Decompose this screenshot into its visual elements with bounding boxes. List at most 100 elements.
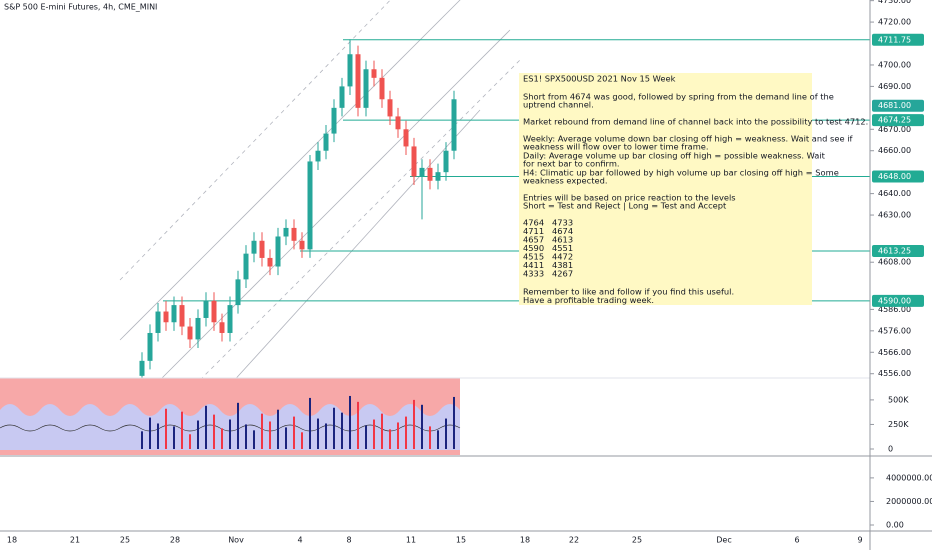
y-tick-label: 4630.00 bbox=[878, 211, 911, 220]
volume-bar bbox=[341, 412, 343, 449]
note-level: 4733 bbox=[552, 218, 573, 228]
x-tick-label: Dec bbox=[716, 536, 731, 545]
candle-body bbox=[171, 305, 177, 323]
note-line: weakness will flow over to lower time fr… bbox=[523, 142, 709, 152]
note-level: 4764 bbox=[523, 218, 544, 228]
candle-body bbox=[379, 77, 385, 100]
candle-body bbox=[187, 326, 193, 340]
volume-bar bbox=[149, 417, 151, 449]
volume-bar bbox=[157, 423, 159, 449]
candle-body bbox=[299, 240, 305, 250]
candle-body bbox=[139, 360, 145, 376]
volume-bar bbox=[381, 413, 383, 449]
note-line: Daily: Average volume up bar closing off… bbox=[523, 151, 826, 161]
candle-body bbox=[267, 257, 273, 267]
note-level: 4590 bbox=[523, 243, 544, 253]
candle-body bbox=[435, 172, 441, 181]
note-level: 4674 bbox=[552, 226, 573, 236]
x-tick-label: 15 bbox=[456, 536, 466, 545]
y-tick-label: 4730.00 bbox=[878, 0, 911, 5]
price-label: 4590.00 bbox=[878, 296, 911, 305]
volume-bar bbox=[245, 424, 247, 449]
volume-bar bbox=[389, 429, 391, 449]
volume-bar bbox=[421, 404, 423, 449]
candle-body bbox=[419, 167, 425, 177]
note-level: 4411 bbox=[523, 260, 544, 270]
volume-bar bbox=[229, 419, 231, 449]
volume-tick-label: 250K bbox=[888, 420, 909, 429]
volume-bar bbox=[301, 432, 303, 449]
volume-bar bbox=[437, 430, 439, 449]
volume-bar bbox=[237, 402, 239, 449]
x-tick-label: 21 bbox=[70, 536, 80, 545]
volume-bar bbox=[309, 397, 311, 449]
x-tick-label: 18 bbox=[520, 536, 530, 545]
volume-bar bbox=[261, 413, 263, 449]
volume-bar bbox=[357, 401, 359, 449]
volume-bar bbox=[181, 411, 183, 449]
volume-bar bbox=[165, 408, 167, 449]
y-tick-label: 4566.00 bbox=[878, 348, 911, 357]
volume-bar bbox=[141, 431, 143, 449]
note-line: weakness expected. bbox=[523, 176, 608, 186]
volume-bar bbox=[429, 426, 431, 449]
candle-body bbox=[331, 107, 337, 134]
candle-body bbox=[203, 300, 209, 318]
volume-bar bbox=[325, 423, 327, 449]
x-tick-label: 28 bbox=[170, 536, 180, 545]
candle-body bbox=[251, 240, 257, 254]
candle-body bbox=[403, 129, 409, 147]
note-footer: Have a profitable trading week. bbox=[523, 295, 654, 305]
note-line: Weekly: Average volume down bar closing … bbox=[523, 134, 853, 144]
y-tick-label: 4700.00 bbox=[878, 60, 911, 69]
price-label-box bbox=[872, 114, 924, 127]
volume-bar bbox=[413, 399, 415, 449]
y-tick-label: 4576.00 bbox=[878, 326, 911, 335]
note-line: Market rebound from demand line of chann… bbox=[523, 117, 868, 127]
volume-tick-label: 500K bbox=[888, 395, 909, 404]
candle-body bbox=[323, 133, 329, 151]
volume-bar bbox=[373, 419, 375, 449]
candle-body bbox=[163, 311, 169, 323]
x-tick-label: 11 bbox=[406, 536, 416, 545]
x-tick-label: 25 bbox=[632, 536, 642, 545]
y-tick-label: 4690.00 bbox=[878, 82, 911, 91]
x-tick-label: 22 bbox=[569, 536, 579, 545]
note-line: Short from 4674 was good, followed by sp… bbox=[523, 92, 834, 102]
note-level: 4613 bbox=[552, 235, 573, 245]
candle-body bbox=[195, 317, 201, 340]
price-label-box bbox=[872, 244, 924, 257]
candle-body bbox=[307, 161, 313, 250]
lower-tick-label: 2000000.00 bbox=[886, 497, 932, 506]
candle-body bbox=[427, 167, 433, 181]
note-level: 4515 bbox=[523, 252, 544, 262]
volume-bar bbox=[285, 427, 287, 449]
note-line: Short = Test and Reject | Long = Test an… bbox=[523, 201, 727, 211]
volume-pane bbox=[141, 395, 455, 449]
axes: 4730.004720.004700.004690.004670.004660.… bbox=[7, 0, 932, 545]
candle-body bbox=[371, 69, 377, 78]
candle-body bbox=[355, 54, 361, 108]
price-label: 4648.00 bbox=[878, 172, 911, 181]
candle-body bbox=[315, 150, 321, 162]
volume-bar bbox=[213, 414, 215, 449]
candle-body bbox=[339, 86, 345, 108]
x-tick-label: 9 bbox=[857, 536, 862, 545]
lower-tick-label: 4000000.00 bbox=[886, 473, 932, 482]
candle-body bbox=[211, 300, 217, 323]
note-level: 4551 bbox=[552, 243, 573, 253]
volume-bar bbox=[253, 430, 255, 449]
lower-tick-label: 0.00 bbox=[886, 521, 904, 530]
volume-bar bbox=[453, 396, 455, 449]
volume-bar bbox=[173, 426, 175, 449]
note-level: 4333 bbox=[523, 269, 544, 279]
note-level: 4381 bbox=[552, 260, 573, 270]
volume-bar bbox=[333, 407, 335, 449]
candle-body bbox=[363, 69, 369, 108]
note-line: H4: Climatic up bar followed by high vol… bbox=[523, 168, 839, 178]
y-tick-label: 4660.00 bbox=[878, 146, 911, 155]
candle-body bbox=[443, 150, 449, 173]
y-tick-label: 4640.00 bbox=[878, 189, 911, 198]
price-label-box bbox=[872, 33, 924, 46]
